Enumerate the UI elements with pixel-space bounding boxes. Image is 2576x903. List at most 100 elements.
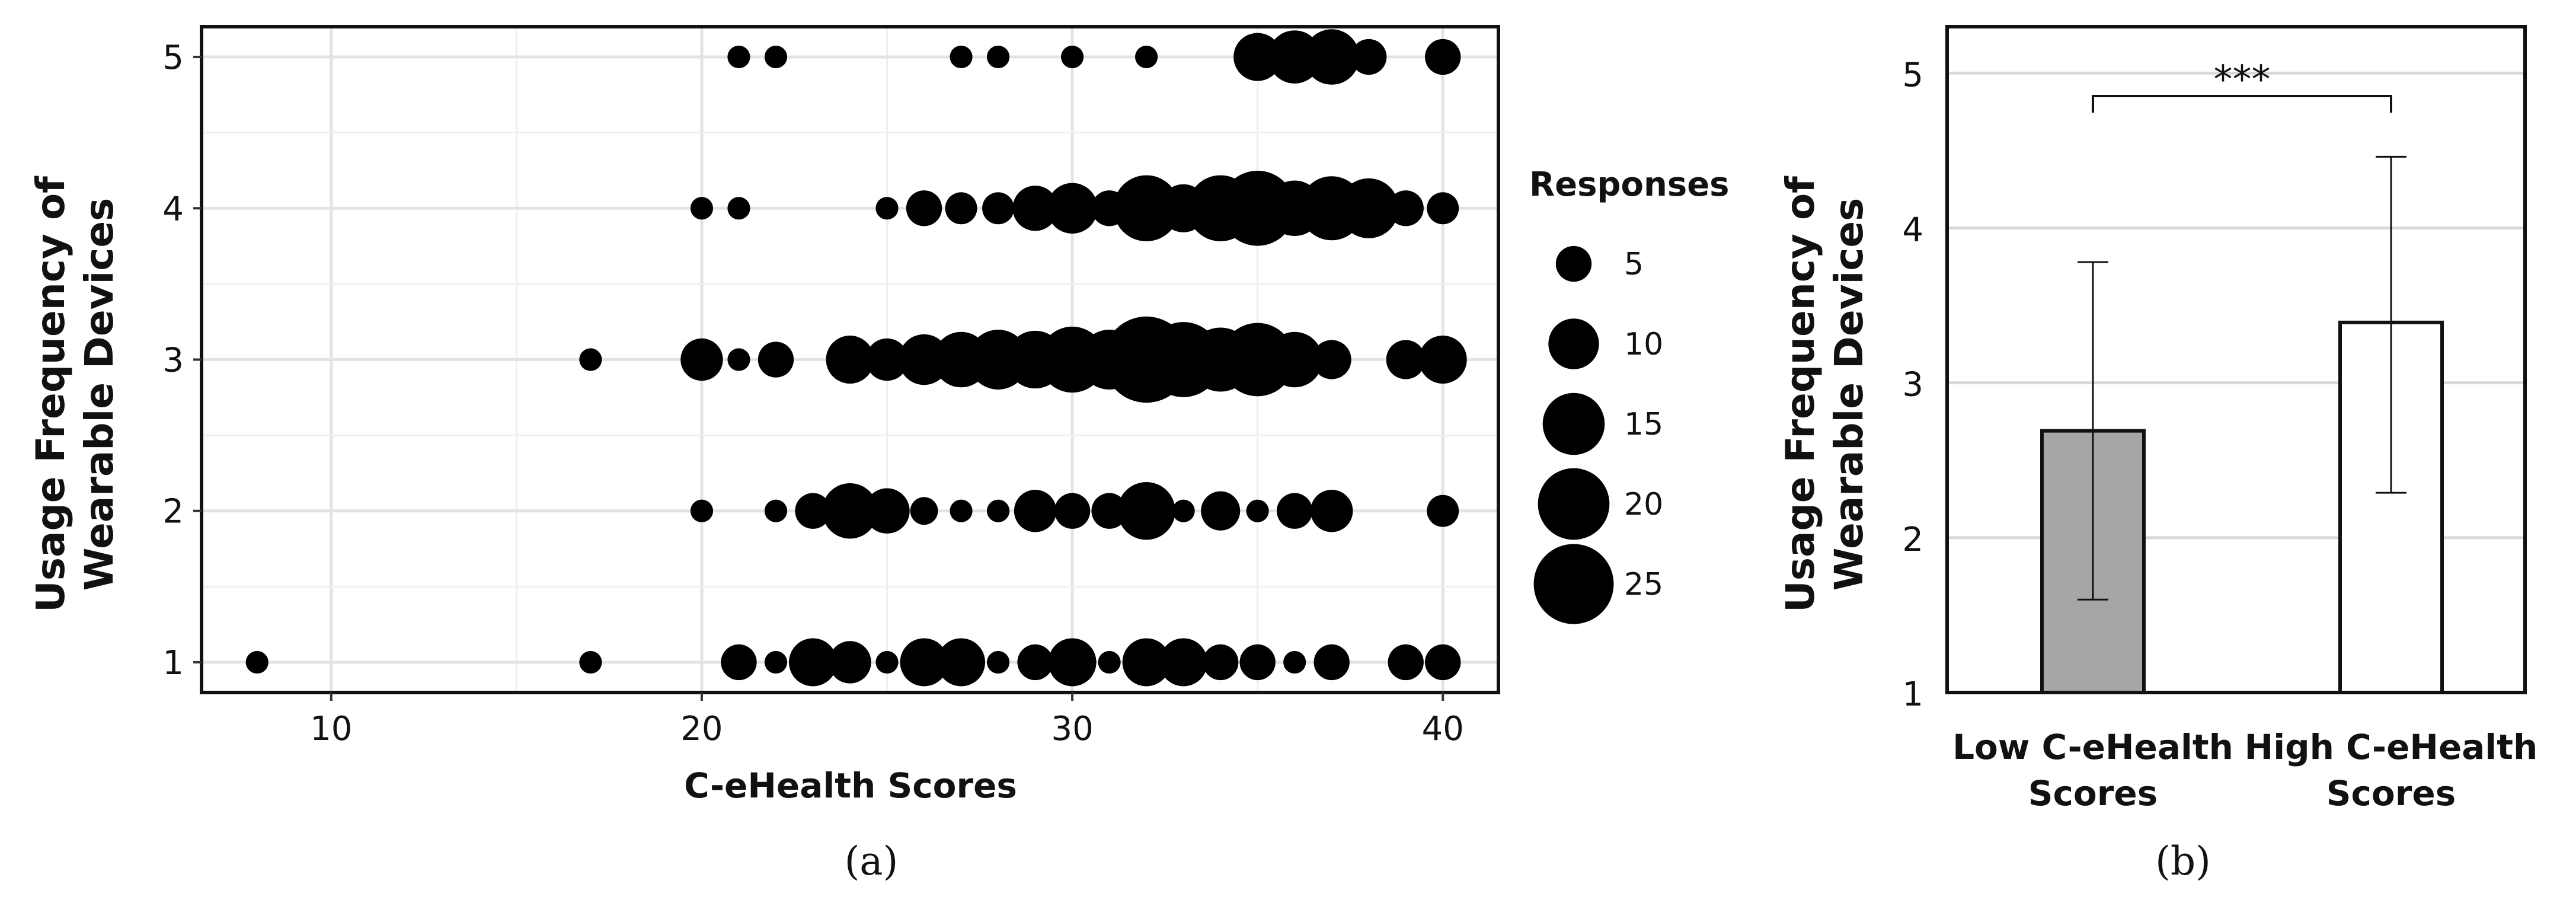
bar-chart-category-labels: Low C-eHealth Scores High C-eHealth Scores (1952, 727, 2537, 813)
bubble-point (1122, 638, 1171, 687)
y-tick-label: 3 (1902, 366, 1923, 404)
bubble-point (945, 192, 977, 225)
bubble-chart-points (245, 29, 1467, 687)
bubble-point (900, 638, 948, 687)
bubble-point (1202, 644, 1239, 681)
bubble-point (1091, 493, 1127, 529)
bubble-point (579, 348, 602, 371)
bubble-point (1048, 638, 1097, 687)
bubble-point (727, 197, 750, 220)
x-tick-label: 30 (1051, 710, 1093, 748)
panel-b-label: (b) (2155, 838, 2211, 884)
significance-bracket: *** (2092, 58, 2392, 113)
bubble-point (764, 650, 788, 674)
bubble-point (986, 650, 1010, 674)
y-tick-label: 4 (1902, 211, 1923, 250)
bubble-point (1246, 499, 1269, 522)
bubble-point (937, 638, 986, 687)
y-tick-label: 4 (162, 190, 184, 228)
bubble-point (721, 644, 757, 681)
legend-bubble (1538, 468, 1610, 540)
bubble-point (1427, 494, 1459, 527)
bubble-point (245, 650, 269, 674)
bubble-chart-x-axis-label: C-eHealth Scores (684, 765, 1017, 806)
bubble-point (758, 342, 794, 378)
bubble-point (1276, 493, 1313, 529)
y-tick-label: 1 (1902, 675, 1923, 714)
x-tick-label: 40 (1422, 710, 1464, 748)
bubble-point (1113, 175, 1180, 241)
bubble-point (826, 336, 874, 384)
bubble-point (1172, 499, 1195, 522)
bubble-point (1047, 183, 1098, 234)
bubble-point (950, 499, 973, 522)
bubble-chart-x-ticks: 10 20 30 40 (310, 693, 1464, 748)
bubble-point (680, 338, 723, 381)
bubble-point (690, 197, 714, 220)
bubble-point (1351, 39, 1387, 75)
category-label: Low C-eHealth (1952, 727, 2233, 767)
x-tick-label: 10 (310, 710, 352, 748)
bubble-chart-y-ticks: 1 2 3 4 5 (162, 39, 202, 682)
category-label: Scores (2028, 773, 2158, 813)
bubble-point (1338, 178, 1399, 238)
legend-label: 15 (1624, 407, 1663, 442)
bubble-point (1017, 644, 1053, 681)
bubble-point (875, 650, 899, 674)
y-tick-label: 2 (162, 493, 184, 531)
bubble-point (764, 499, 788, 522)
panel-a-label: (a) (845, 838, 899, 884)
bubble-point (1312, 340, 1351, 379)
bubble-point (690, 499, 714, 522)
bubble-point (1135, 45, 1158, 69)
bubble-point (1117, 482, 1175, 540)
bubble-point (795, 493, 831, 529)
legend-label: 20 (1624, 487, 1663, 522)
bubble-point (1283, 650, 1306, 674)
bubble-point (950, 45, 973, 69)
bubble-point (1267, 331, 1322, 388)
bubble-point (1427, 192, 1459, 225)
bubble-point (1201, 491, 1241, 531)
bar-chart-y-axis-label-line-2: Wearable Devices (1826, 198, 1872, 591)
bubble-point (1310, 490, 1353, 532)
bubble-point (579, 650, 602, 674)
category-label: High C-eHealth (2245, 727, 2538, 767)
bubble-point (1388, 190, 1424, 226)
bubble-point (727, 45, 750, 69)
bar-chart-error-bars (2078, 155, 2406, 601)
bubble-point (1425, 39, 1461, 75)
bubble-point (1388, 644, 1424, 681)
legend-label: 25 (1624, 567, 1663, 602)
y-tick-label: 3 (162, 342, 184, 380)
bar-chart-y-ticks: 1 2 3 4 5 (1902, 56, 1923, 714)
bubble-point (865, 338, 909, 381)
bubble-point (1386, 340, 1426, 379)
bar-chart-panel: *** 1 2 3 4 5 Low C-eHealth Scores High C-eHea… (1778, 25, 2537, 884)
bubble-point (829, 641, 871, 684)
bubble-point (727, 348, 750, 371)
bubble-point (1239, 644, 1276, 681)
bubble-chart-y-axis-label-line-2: Wearable Devices (76, 198, 122, 591)
bubble-point (1014, 490, 1057, 532)
legend-title: Responses (1529, 165, 1730, 204)
bubble-point (986, 45, 1010, 69)
bubble-point (788, 638, 837, 687)
bubble-chart-y-axis-label-line-1: Usage Frequency of (28, 176, 73, 612)
bubble-point (1233, 33, 1282, 81)
legend-bubble (1555, 245, 1592, 282)
significance-label: *** (2214, 58, 2271, 102)
bubble-point (875, 197, 899, 220)
bubble-point (822, 483, 878, 539)
y-tick-label: 2 (1902, 521, 1923, 559)
legend-label: 10 (1624, 327, 1663, 362)
category-label: Scores (2326, 773, 2456, 813)
bubble-point (986, 499, 1010, 522)
y-tick-label: 1 (162, 644, 184, 682)
bubble-point (864, 488, 910, 534)
bubble-point (1012, 186, 1058, 231)
bubble-chart-legend: Responses 5 10 15 20 25 (1529, 165, 1730, 624)
bubble-point (982, 192, 1015, 225)
bar-chart-y-axis-label-line-1: Usage Frequency of (1778, 176, 1823, 612)
